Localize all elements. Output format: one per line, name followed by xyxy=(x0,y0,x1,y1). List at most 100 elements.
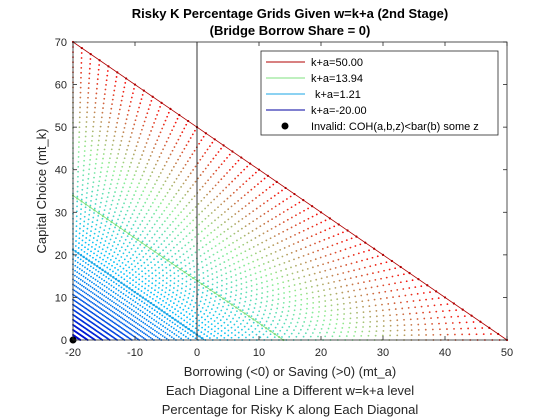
grid-point xyxy=(157,109,160,112)
grid-point xyxy=(251,199,254,202)
grid-point xyxy=(194,337,197,340)
grid-point xyxy=(109,259,112,261)
diagonal-41 xyxy=(72,132,376,341)
grid-point xyxy=(189,172,192,175)
grid-point xyxy=(210,323,213,326)
grid-point xyxy=(188,292,191,295)
grid-point xyxy=(218,166,220,169)
grid-point xyxy=(128,301,131,304)
grid-point xyxy=(89,265,92,268)
grid-point xyxy=(396,329,399,332)
grid-point xyxy=(162,274,164,277)
grid-point xyxy=(77,297,80,300)
grid-point xyxy=(135,281,137,284)
grid-point xyxy=(122,308,125,311)
grid-point xyxy=(85,282,88,285)
grid-point xyxy=(374,304,377,307)
grid-point xyxy=(354,295,357,298)
grid-point xyxy=(175,142,178,145)
grid-point xyxy=(259,225,262,228)
grid-point xyxy=(165,272,168,274)
diagonal-48 xyxy=(72,96,427,341)
grid-point xyxy=(75,240,77,242)
grid-point xyxy=(245,286,248,289)
grid-point xyxy=(207,326,210,328)
grid-point xyxy=(254,252,257,255)
grid-point xyxy=(173,282,176,285)
grid-point xyxy=(472,321,475,323)
grid-point xyxy=(97,260,100,263)
diagonal-14 xyxy=(72,268,177,341)
grid-point xyxy=(179,240,182,243)
grid-point xyxy=(270,252,273,255)
grid-point xyxy=(395,313,398,316)
series-point-0 xyxy=(381,253,385,256)
grid-point xyxy=(244,270,247,273)
grid-point xyxy=(80,198,83,201)
grid-point xyxy=(96,310,99,313)
grid-point xyxy=(103,279,106,282)
series-point-0 xyxy=(204,132,207,135)
grid-point xyxy=(242,319,245,322)
grid-point xyxy=(267,220,270,223)
grid-point xyxy=(94,106,96,109)
series-point-2 xyxy=(165,313,169,316)
grid-point xyxy=(349,322,351,324)
grid-point xyxy=(113,301,115,304)
grid-point xyxy=(140,264,143,267)
grid-point xyxy=(360,334,363,337)
grid-point xyxy=(87,243,90,246)
series-point-2 xyxy=(179,322,182,325)
grid-point xyxy=(330,309,333,312)
grid-point xyxy=(130,313,133,316)
grid-point xyxy=(100,252,103,255)
grid-point xyxy=(303,275,306,278)
grid-point xyxy=(117,152,120,155)
grid-point xyxy=(382,284,385,287)
grid-point xyxy=(288,296,291,298)
grid-point xyxy=(93,273,96,275)
grid-point xyxy=(77,156,80,158)
grid-point xyxy=(156,220,158,222)
grid-point xyxy=(205,243,208,246)
grid-point xyxy=(171,306,173,308)
grid-point xyxy=(103,310,106,313)
grid-point xyxy=(114,226,116,229)
grid-point xyxy=(203,237,206,240)
grid-point xyxy=(179,135,182,137)
grid-point xyxy=(145,329,148,331)
grid-point xyxy=(203,313,206,315)
grid-point xyxy=(99,206,101,208)
grid-point xyxy=(158,156,161,158)
grid-point xyxy=(98,210,101,213)
grid-point xyxy=(255,283,258,286)
grid-point xyxy=(204,182,207,185)
grid-point xyxy=(271,278,273,281)
grid-point xyxy=(147,178,150,181)
grid-point xyxy=(181,328,184,331)
grid-point xyxy=(200,296,203,299)
grid-point xyxy=(126,235,129,238)
grid-point xyxy=(278,213,281,216)
grid-point xyxy=(121,317,124,320)
grid-point xyxy=(130,328,133,331)
grid-point xyxy=(239,237,242,239)
grid-point xyxy=(141,331,144,333)
grid-point xyxy=(245,336,247,339)
grid-point xyxy=(78,121,81,124)
grid-point xyxy=(78,272,81,275)
grid-point xyxy=(116,314,119,316)
series-point-1 xyxy=(239,309,242,312)
grid-point xyxy=(142,205,145,208)
grid-point xyxy=(142,321,145,324)
y-axis-label: Capital Choice (mt_k) xyxy=(34,129,49,254)
grid-point xyxy=(222,315,225,318)
grid-point xyxy=(78,242,80,245)
grid-point xyxy=(133,88,135,90)
diagonal-4 xyxy=(72,318,104,341)
grid-point xyxy=(77,277,80,280)
grid-point xyxy=(135,297,138,299)
grid-point xyxy=(106,266,109,269)
grid-point xyxy=(168,329,171,332)
grid-point xyxy=(214,219,216,222)
